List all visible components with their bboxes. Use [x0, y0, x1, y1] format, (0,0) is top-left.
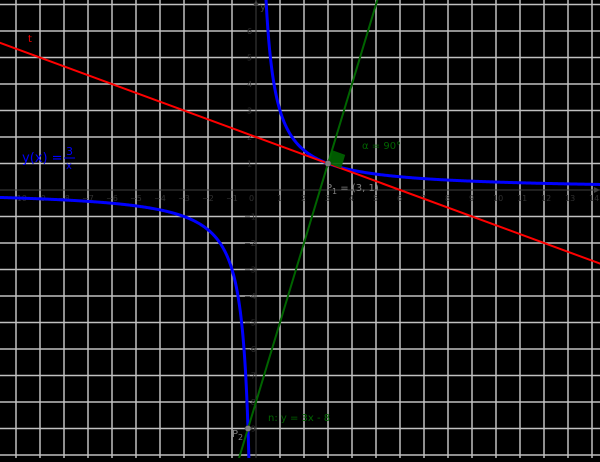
y-tick-label: −2 — [244, 239, 256, 248]
y-tick-label: −7 — [244, 372, 256, 381]
x-tick-label: 9 — [469, 194, 474, 203]
function-label-denominator: x — [66, 161, 72, 172]
y-axis-arrow-icon — [253, 0, 259, 6]
x-tick-label: 2 — [301, 194, 306, 203]
x-tick-label: −2 — [202, 194, 214, 203]
x-tick-label: 5 — [373, 194, 378, 203]
y-tick-label: 2 — [247, 133, 252, 142]
y-tick-label: −6 — [244, 345, 256, 354]
point-p2-label[interactable]: P2 — [232, 429, 243, 442]
y-axis-label: y — [260, 2, 266, 13]
x-axis-arrow-icon — [594, 187, 600, 193]
x-tick-label: 3 — [325, 194, 330, 203]
x-tick-label: −5 — [130, 194, 142, 203]
point-p2[interactable] — [244, 425, 252, 432]
right-angle-marker-icon[interactable] — [328, 150, 346, 169]
x-tick-label: 6 — [397, 194, 402, 203]
y-tick-label: 6 — [247, 27, 252, 36]
x-tick-label: 1 — [277, 194, 282, 203]
tangent-line-t[interactable] — [0, 40, 600, 270]
y-tick-label: −3 — [244, 266, 256, 275]
x-tick-label: 14 — [589, 194, 599, 203]
tick-labels: −10−9−8−7−6−5−4−3−2−10123456789101112131… — [10, 27, 599, 434]
function-curve-left[interactable] — [0, 195, 251, 462]
x-tick-label: −3 — [178, 194, 190, 203]
y-tick-label: −4 — [244, 292, 256, 301]
x-tick-label: −7 — [82, 194, 94, 203]
function-curve-right[interactable] — [264, 0, 600, 186]
x-tick-label: −1 — [226, 194, 238, 203]
x-tick-label: 8 — [445, 194, 450, 203]
y-tick-label: 4 — [247, 80, 252, 89]
point-p1-label[interactable]: P1 = (3, 1) — [326, 183, 379, 196]
tangent-label[interactable]: t — [28, 34, 32, 45]
y-tick-label: −1 — [244, 213, 256, 222]
function-label[interactable]: y(x) = — [22, 151, 63, 166]
angle-label[interactable]: α = 90° — [362, 141, 401, 152]
y-tick-label: −5 — [244, 319, 256, 328]
y-tick-label: 1 — [247, 160, 252, 169]
normal-label[interactable]: n: y = 3x - 8 — [268, 413, 330, 424]
object-labels: y(x) = 3 x t n: y = 3x - 8 α = 90° P1 = … — [22, 2, 401, 442]
point-p1[interactable] — [324, 160, 332, 167]
x-tick-label: 4 — [349, 194, 354, 203]
y-tick-label: −8 — [244, 398, 256, 407]
x-tick-label: 0 — [249, 194, 254, 203]
x-tick-label: 10 — [493, 194, 503, 203]
normal-line-n[interactable] — [232, 0, 400, 462]
x-tick-label: −6 — [106, 194, 118, 203]
x-tick-label: −4 — [154, 194, 166, 203]
x-tick-label: 13 — [565, 194, 575, 203]
y-tick-label: 5 — [247, 54, 252, 63]
function-label-numerator: 3 — [66, 145, 73, 158]
x-tick-label: 11 — [517, 194, 527, 203]
x-tick-label: 12 — [541, 194, 551, 203]
y-tick-label: 3 — [247, 107, 252, 116]
